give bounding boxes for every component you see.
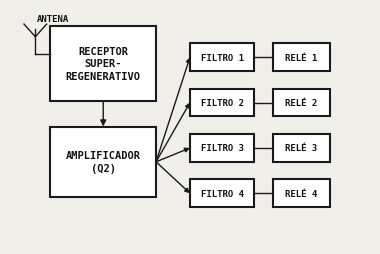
Bar (273, 44, 329, 72)
Text: FILTRO 2: FILTRO 2 (201, 99, 244, 108)
Bar (273, 180, 329, 208)
Text: AMPLIFICADOR
(Q2): AMPLIFICADOR (Q2) (66, 151, 141, 173)
Text: RECEPTOR
SUPER-
REGENERATIVO: RECEPTOR SUPER- REGENERATIVO (66, 46, 141, 82)
Bar (190, 89, 254, 117)
Bar (190, 44, 254, 72)
Bar (273, 135, 329, 162)
Text: RELÉ 2: RELÉ 2 (285, 99, 317, 108)
Bar (190, 180, 254, 208)
Text: FILTRO 4: FILTRO 4 (201, 189, 244, 198)
Text: RELÉ 4: RELÉ 4 (285, 189, 317, 198)
Text: ANTENA: ANTENA (37, 15, 70, 24)
Bar (51, 127, 156, 197)
Bar (190, 135, 254, 162)
Text: RELÉ 1: RELÉ 1 (285, 53, 317, 62)
Text: RELÉ 3: RELÉ 3 (285, 144, 317, 153)
Bar (273, 89, 329, 117)
Text: FILTRO 3: FILTRO 3 (201, 144, 244, 153)
Text: FILTRO 1: FILTRO 1 (201, 53, 244, 62)
Bar (51, 26, 156, 102)
